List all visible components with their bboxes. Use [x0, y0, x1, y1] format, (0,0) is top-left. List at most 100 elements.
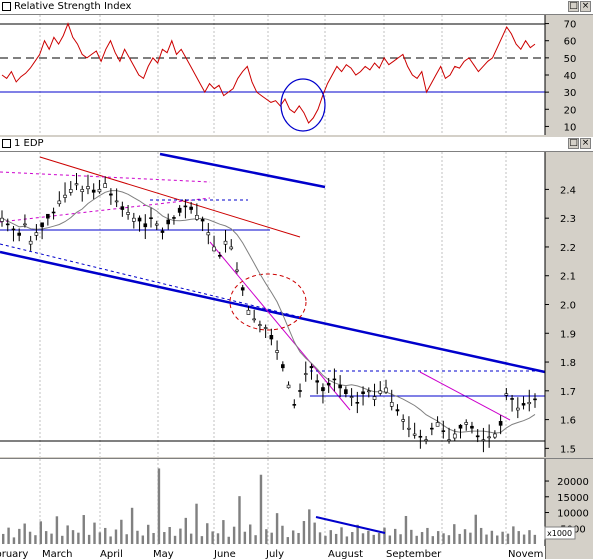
volume-bar — [82, 515, 85, 544]
volume-bar — [39, 521, 43, 544]
price-y-tick-label: 2.2 — [560, 243, 576, 254]
volume-bar — [469, 532, 472, 544]
volume-bar — [71, 530, 75, 544]
panel-restore-button[interactable]: □ — [568, 138, 579, 149]
volume-bar — [367, 530, 370, 544]
volume-bar — [351, 532, 354, 544]
volume-bar — [458, 533, 461, 544]
panel-close-button[interactable]: × — [580, 138, 591, 149]
volume-bar — [388, 535, 392, 544]
price-bar — [235, 262, 239, 274]
price-bar — [498, 415, 503, 435]
volume-bar — [297, 532, 300, 544]
volume-bar — [2, 533, 5, 544]
price-y-tick-label: 2.3 — [560, 214, 576, 225]
volume-bar — [227, 536, 230, 544]
price-bar — [126, 205, 130, 220]
price-bar — [286, 381, 291, 389]
price-y-tick-label: 1.5 — [560, 444, 576, 455]
price-bar — [5, 218, 10, 232]
price-bar — [11, 226, 16, 242]
volume-bar — [410, 529, 413, 544]
rsi-y-tick-label: 20 — [564, 105, 577, 116]
volume-bar — [281, 525, 284, 544]
price-y-tick-label: 2.1 — [560, 272, 576, 283]
price-bar — [418, 429, 423, 449]
volume-bar — [50, 533, 53, 544]
price-bar — [332, 368, 337, 392]
price-bar — [510, 394, 514, 412]
volume-bar — [179, 528, 182, 544]
price-bar — [372, 383, 377, 407]
price-bar — [424, 436, 428, 445]
price-bar — [189, 201, 193, 214]
volume-bar — [173, 535, 177, 544]
volume-bar — [7, 527, 10, 544]
volume-bar — [66, 525, 69, 544]
price-y-tick-label: 2.4 — [560, 185, 576, 196]
price-bar — [303, 361, 308, 382]
volume-bar — [55, 516, 59, 544]
volume-bar — [377, 532, 381, 544]
volume-bar — [291, 530, 295, 544]
volume-bar — [474, 514, 477, 544]
volume-bar — [259, 474, 263, 544]
volume-bar — [238, 496, 241, 544]
volume-y-tick-label: 15000 — [557, 493, 589, 504]
price-y-tick-label: 1.7 — [560, 387, 576, 398]
volume-bar — [302, 521, 306, 544]
volume-bar — [431, 536, 435, 544]
volume-plot: 5000100001500020000 x1000 FebruaryMarchA… — [0, 459, 589, 559]
rsi-close-button[interactable]: × — [580, 1, 591, 12]
price-bar — [34, 224, 39, 241]
price-bar — [68, 181, 73, 196]
volume-bar — [485, 534, 488, 544]
volume-bar — [61, 535, 64, 544]
volume-bar — [114, 529, 118, 544]
volume-bar — [136, 530, 139, 544]
volume-bar — [120, 519, 123, 544]
price-bar — [23, 214, 27, 228]
price-bar — [384, 379, 388, 394]
price-bar — [109, 188, 113, 205]
volume-bar — [189, 533, 193, 544]
price-bar — [349, 388, 354, 407]
panel-checkbox-icon[interactable] — [2, 139, 11, 148]
volume-bar — [453, 524, 456, 544]
volume-bar — [442, 533, 445, 544]
price-bar — [143, 214, 148, 240]
x-tick-label: July — [265, 549, 284, 559]
price-bar — [366, 387, 371, 398]
price-bar — [447, 427, 451, 444]
volume-bar — [383, 527, 386, 544]
volume-bar — [77, 532, 80, 544]
price-bar — [206, 223, 211, 245]
price-bar — [533, 393, 537, 408]
price-bar — [0, 210, 4, 227]
volume-bar — [168, 527, 171, 544]
volume-bar — [501, 531, 504, 544]
price-bar — [407, 416, 411, 438]
volume-bar — [479, 527, 483, 544]
volume-y-tick-label: 20000 — [557, 477, 589, 488]
volume-bar — [533, 534, 537, 544]
price-bar — [46, 213, 50, 226]
price-bar — [475, 429, 480, 443]
price-panel-title: 1 EDP — [14, 138, 44, 149]
price-annotation-ellipse — [229, 273, 307, 331]
price-bar — [441, 420, 446, 439]
rsi-restore-button[interactable]: □ — [568, 1, 579, 12]
volume-bar — [463, 529, 467, 544]
volume-bar — [372, 534, 375, 544]
price-bar — [412, 422, 417, 439]
magenta-dashed-line-2 — [0, 197, 211, 223]
price-bar — [103, 176, 107, 188]
panel-checkbox-icon[interactable] — [2, 2, 11, 11]
price-bar — [275, 340, 279, 360]
price-bar — [57, 191, 62, 207]
price-bar — [338, 375, 342, 398]
price-bar — [298, 383, 302, 398]
volume-bar — [318, 532, 322, 544]
volume-bar — [404, 515, 408, 544]
